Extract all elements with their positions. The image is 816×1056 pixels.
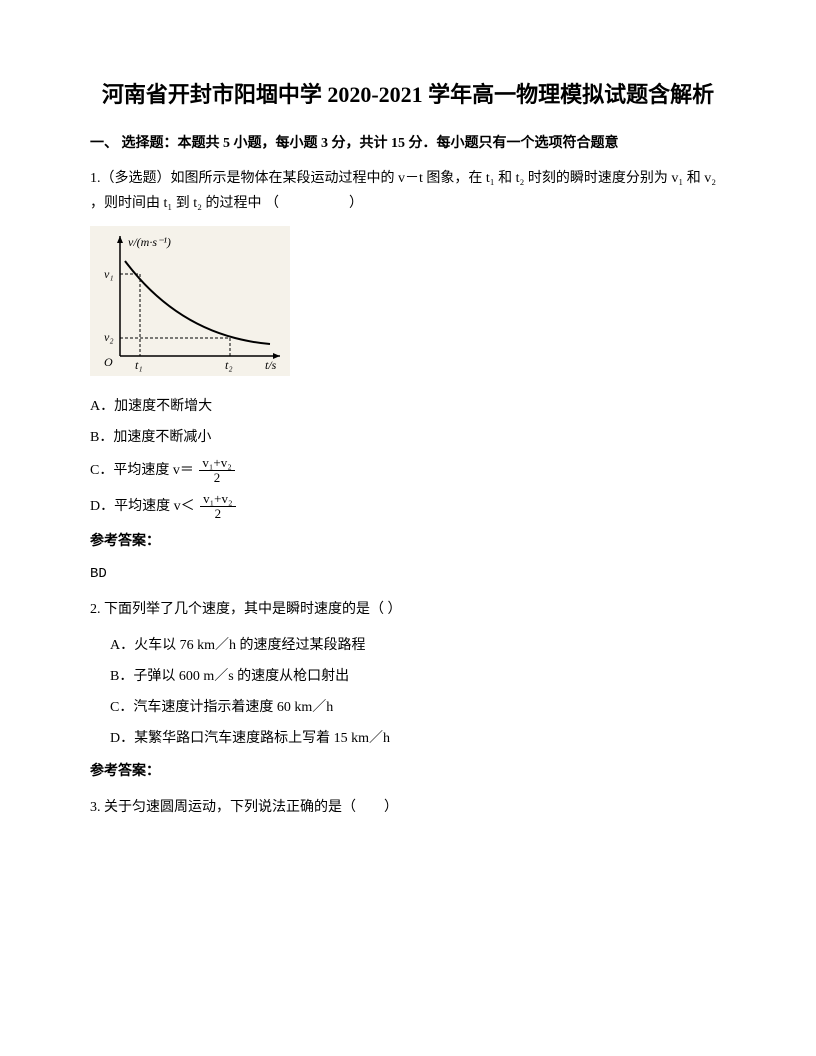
q2-option-a: A．火车以 76 km／h 的速度经过某段路程 [110, 633, 726, 658]
q1-option-d: D．平均速度 v＜ v₁+v₂ 2 [90, 492, 726, 522]
q1-option-c: C．平均速度 v＝ v₁+v₂ 2 [90, 456, 726, 486]
fraction-c: v₁+v₂ 2 [199, 456, 234, 486]
graph-origin: O [104, 355, 113, 369]
q2-answer-label: 参考答案： [90, 759, 726, 784]
frac-c-num: v₁+v₂ [199, 456, 234, 471]
frac-d-num: v₁+v₂ [200, 492, 235, 507]
q2-option-d: D．某繁华路口汽车速度路标上写着 15 km／h [110, 726, 726, 751]
q2-option-c: C．汽车速度计指示着速度 60 km／h [110, 695, 726, 720]
frac-c-den: 2 [199, 471, 234, 485]
fraction-d: v₁+v₂ 2 [200, 492, 235, 522]
graph-xlabel: t/s [265, 358, 277, 372]
q1-answer-label: 参考答案： [90, 529, 726, 554]
vt-graph: v/(m·s⁻¹) v₁ v₂ O t₁ t₂ t/s [90, 226, 726, 385]
question-3-text: 3. 关于匀速圆周运动，下列说法正确的是（ ） [90, 795, 726, 820]
page-title: 河南省开封市阳堌中学 2020-2021 学年高一物理模拟试题含解析 [90, 80, 726, 111]
q1-option-a: A．加速度不断增大 [90, 394, 726, 419]
question-2-text: 2. 下面列举了几个速度，其中是瞬时速度的是（ ） [90, 597, 726, 622]
q1-optc-pre: C．平均速度 v＝ [90, 463, 194, 478]
q1-answer: BD [90, 562, 726, 587]
question-1-text: 1.（多选题）如图所示是物体在某段运动过程中的 v－t 图象，在 t₁ 和 t₂… [90, 166, 726, 216]
section-heading: 一、 选择题：本题共 5 小题，每小题 3 分，共计 15 分．每小题只有一个选… [90, 131, 726, 156]
q2-option-b: B．子弹以 600 m／s 的速度从枪口射出 [110, 664, 726, 689]
q1-option-b: B．加速度不断减小 [90, 425, 726, 450]
graph-v2: v₂ [104, 330, 114, 344]
q1-optd-pre: D．平均速度 v＜ [90, 499, 195, 514]
graph-ylabel: v/(m·s⁻¹) [128, 235, 171, 249]
frac-d-den: 2 [200, 507, 235, 521]
graph-t1: t₁ [135, 358, 143, 372]
graph-t2: t₂ [225, 358, 233, 372]
graph-v1: v₁ [104, 267, 114, 281]
